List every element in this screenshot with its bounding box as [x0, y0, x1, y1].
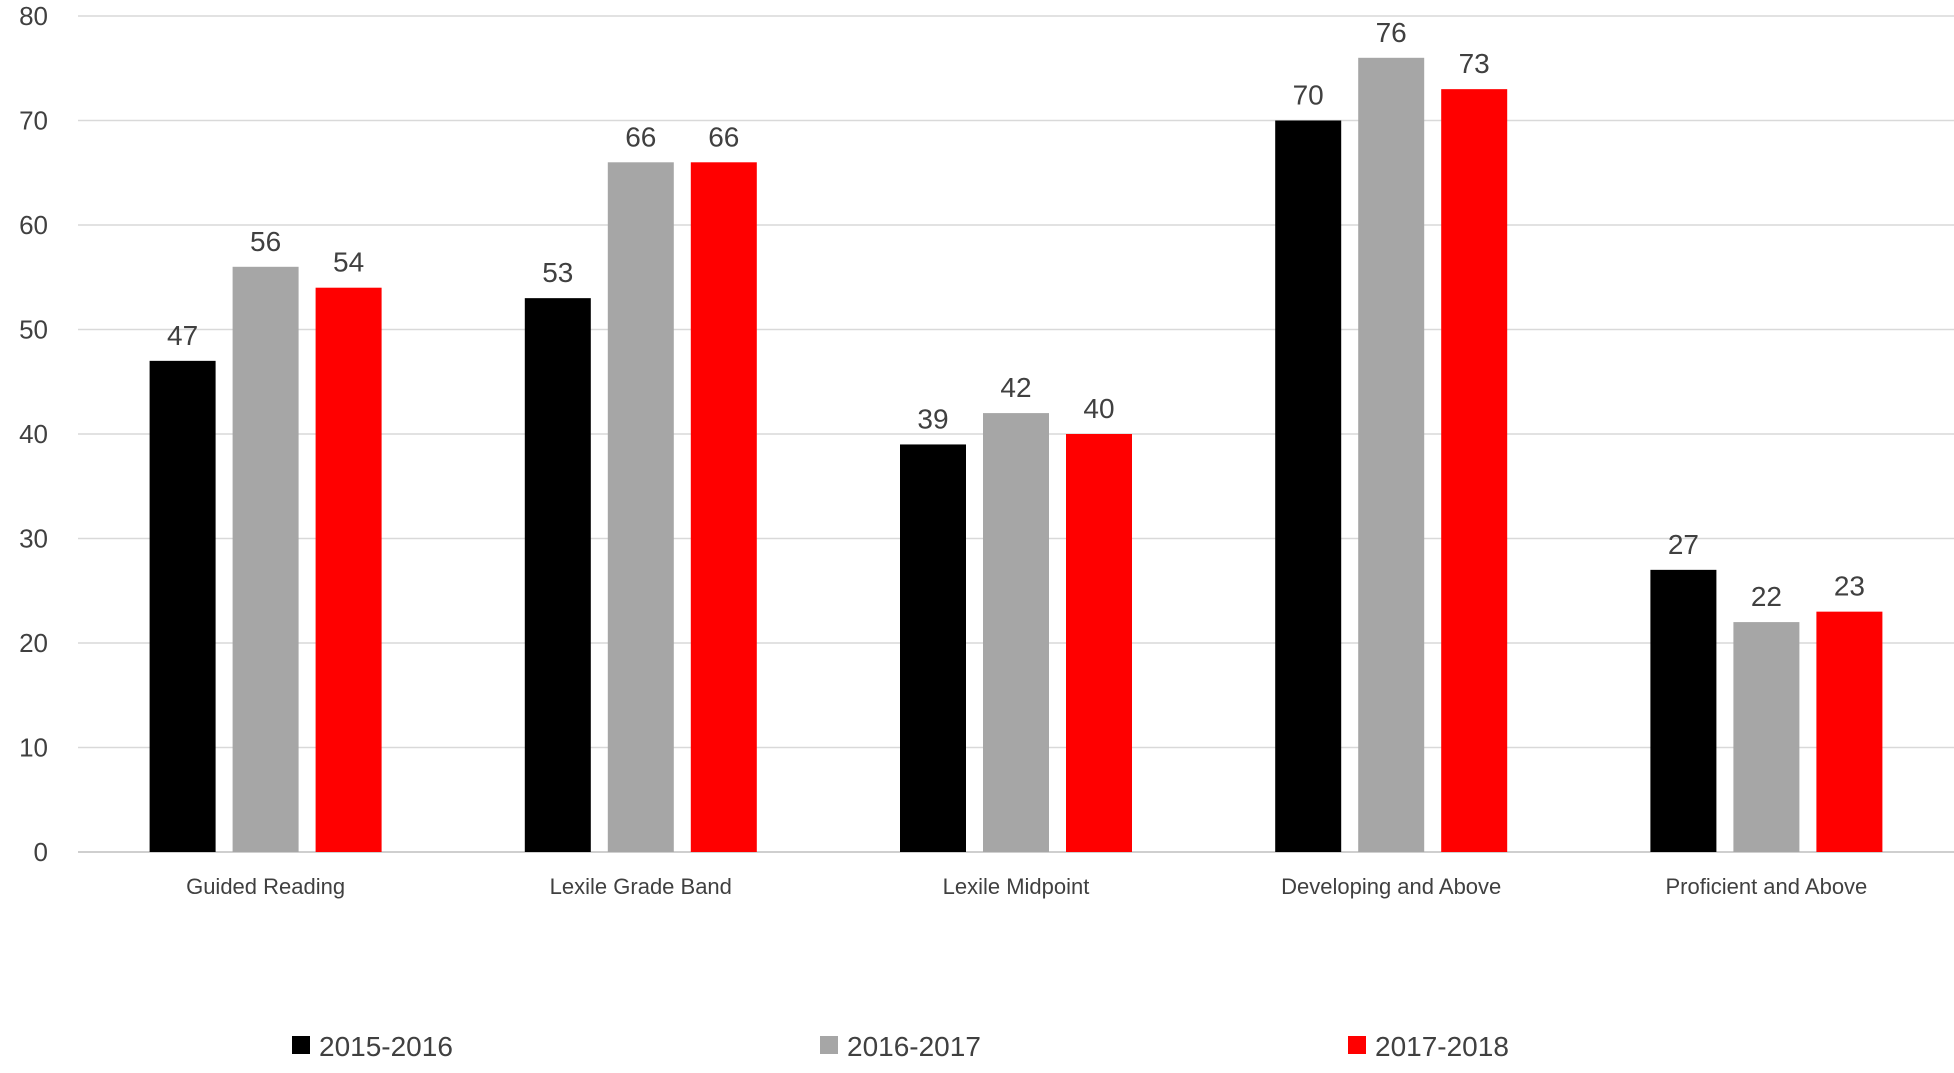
bar-2-0 [900, 444, 966, 852]
bar-1-1 [607, 162, 674, 853]
legend-swatch [820, 1036, 838, 1054]
data-label: 53 [542, 257, 573, 288]
data-label: 23 [1834, 571, 1865, 602]
data-label: 42 [1000, 372, 1031, 403]
bar-2-1 [983, 413, 1049, 852]
data-label: 66 [625, 121, 656, 152]
bar-0-0 [149, 360, 216, 852]
y-tick-label: 80 [19, 1, 48, 31]
x-axis-categories: Guided Reading Lexile Grade Band Lexile Mi… [186, 874, 1867, 899]
legend-label: 2017-2018 [1375, 1031, 1509, 1062]
bar-1-0 [524, 298, 591, 852]
bars [149, 57, 1883, 853]
bar-3-2 [1441, 89, 1508, 852]
bar-0-1 [232, 266, 299, 852]
bar-4-0 [1650, 569, 1717, 852]
legend-swatch [292, 1036, 310, 1054]
x-category-label: Lexile Grade Band [550, 874, 732, 899]
data-label: 76 [1376, 17, 1407, 48]
data-label: 73 [1459, 48, 1490, 79]
bar-3-0 [1275, 120, 1342, 852]
y-tick-label: 0 [34, 837, 48, 867]
data-label: 22 [1751, 581, 1782, 612]
y-tick-label: 20 [19, 628, 48, 658]
y-tick-label: 70 [19, 106, 48, 136]
bar-4-1 [1733, 622, 1800, 852]
x-category-label: Developing and Above [1281, 874, 1501, 899]
legend-label: 2015-2016 [319, 1031, 453, 1062]
y-tick-label: 30 [19, 524, 48, 554]
data-label: 70 [1293, 80, 1324, 111]
data-label: 66 [708, 121, 739, 152]
data-label: 39 [917, 403, 948, 434]
bar-1-2 [690, 162, 757, 853]
data-labels: 47 56 54 53 66 66 39 42 40 70 76 73 27 22 23 [167, 17, 1865, 612]
y-tick-label: 50 [19, 315, 48, 345]
data-label: 56 [250, 226, 281, 257]
bar-3-1 [1358, 57, 1425, 853]
bar-4-2 [1816, 611, 1883, 852]
data-label: 47 [167, 320, 198, 351]
y-axis-ticks: 0 10 20 30 40 50 60 70 80 [19, 1, 48, 867]
x-category-label: Proficient and Above [1665, 874, 1867, 899]
y-tick-label: 10 [19, 733, 48, 763]
legend-swatch [1348, 1036, 1366, 1054]
x-category-label: Lexile Midpoint [943, 874, 1090, 899]
data-label: 27 [1668, 529, 1699, 560]
bar-2-2 [1066, 434, 1132, 852]
bar-0-2 [315, 287, 382, 852]
x-category-label: Guided Reading [186, 874, 345, 899]
data-label: 40 [1083, 393, 1114, 424]
legend-label: 2016-2017 [847, 1031, 981, 1062]
data-label: 54 [333, 247, 364, 278]
legend: 2015-2016 2016-2017 2017-2018 [292, 1031, 1509, 1062]
y-tick-label: 60 [19, 210, 48, 240]
y-tick-label: 40 [19, 419, 48, 449]
